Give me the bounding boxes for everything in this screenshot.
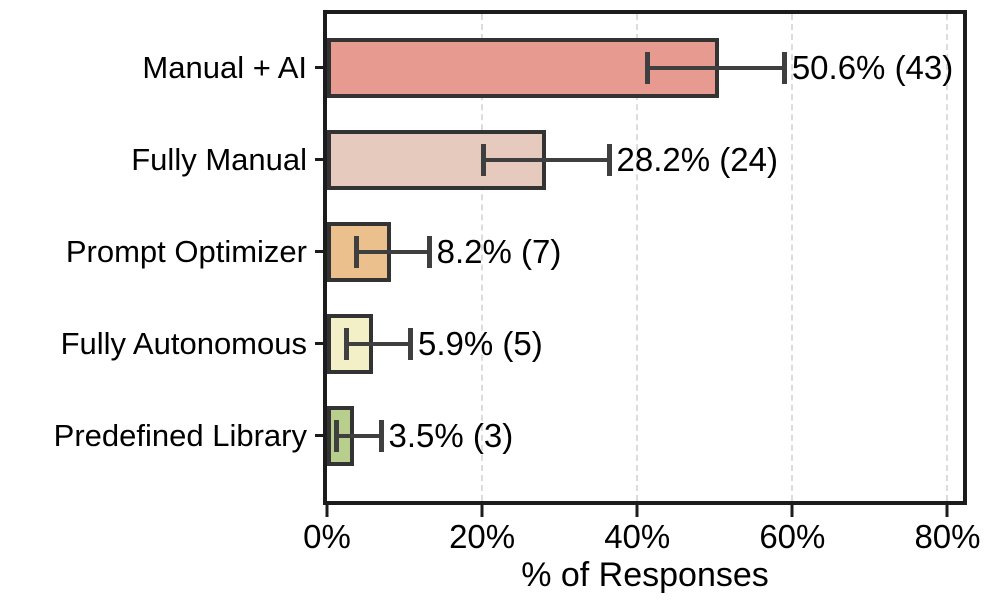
gridline-20 bbox=[481, 14, 484, 501]
error-cap-low bbox=[645, 52, 651, 84]
error-bar bbox=[335, 434, 381, 438]
error-cap-low bbox=[333, 420, 339, 452]
y-tick bbox=[315, 158, 323, 161]
x-axis-title: % of Responses bbox=[521, 556, 769, 594]
value-label: 8.2% (7) bbox=[436, 233, 562, 270]
bar-row: 3.5% (3) bbox=[327, 390, 963, 482]
plot-area: 50.6% (43) 28.2% (24) 8.2% (7) 5.9% (5) 3.5%… bbox=[323, 10, 967, 505]
y-axis-ticks bbox=[315, 14, 323, 482]
y-tick-row bbox=[315, 390, 323, 482]
error-cap-high bbox=[606, 144, 612, 176]
x-tick bbox=[635, 505, 639, 517]
y-tick-row bbox=[315, 206, 323, 298]
category-label: Predefined Library bbox=[53, 418, 307, 453]
y-axis-labels: Manual + AI Fully Manual Prompt Optimizer F… bbox=[0, 14, 307, 482]
error-bar bbox=[346, 342, 410, 346]
error-cap-low bbox=[480, 144, 486, 176]
error-cap-low bbox=[344, 328, 350, 360]
y-tick bbox=[315, 66, 323, 69]
error-cap-high bbox=[781, 52, 787, 84]
error-cap-high bbox=[426, 236, 432, 268]
gridline-60 bbox=[791, 14, 794, 501]
category-label: Fully Autonomous bbox=[60, 326, 307, 361]
x-axis: 0% 20% 40% 60% 80% bbox=[303, 505, 981, 565]
value-label: 28.2% (24) bbox=[616, 141, 778, 178]
x-tick bbox=[480, 505, 484, 517]
x-tick-label: 0% bbox=[303, 518, 351, 555]
x-tick-label: 80% bbox=[914, 518, 981, 555]
x-tick bbox=[945, 505, 949, 517]
error-bar bbox=[482, 158, 609, 162]
y-tick bbox=[315, 342, 323, 345]
error-bar bbox=[355, 250, 429, 254]
y-tick-row bbox=[315, 298, 323, 390]
x-tick bbox=[325, 505, 329, 517]
value-label: 50.6% (43) bbox=[791, 49, 954, 86]
x-tick-label: 40% bbox=[604, 518, 671, 555]
category-label: Manual + AI bbox=[142, 50, 307, 85]
y-tick-row bbox=[315, 114, 323, 206]
error-cap-low bbox=[353, 236, 359, 268]
bar-row: 5.9% (5) bbox=[327, 298, 963, 390]
y-tick-row bbox=[315, 22, 323, 114]
x-tick bbox=[790, 505, 794, 517]
error-cap-high bbox=[378, 420, 384, 452]
bar-row: 8.2% (7) bbox=[327, 206, 963, 298]
bar-row: 50.6% (43) bbox=[327, 22, 963, 114]
value-label: 3.5% (3) bbox=[388, 417, 514, 454]
gridline-80 bbox=[946, 14, 949, 501]
x-tick-label: 60% bbox=[759, 518, 826, 555]
bar-row: 28.2% (24) bbox=[327, 114, 963, 206]
error-bar bbox=[647, 66, 784, 70]
gridline-40 bbox=[636, 14, 639, 501]
y-tick bbox=[315, 434, 323, 437]
category-label: Prompt Optimizer bbox=[65, 234, 307, 269]
y-tick bbox=[315, 250, 323, 253]
category-label: Fully Manual bbox=[131, 142, 307, 177]
value-label: 5.9% (5) bbox=[417, 325, 543, 362]
x-tick-label: 20% bbox=[449, 518, 516, 555]
error-cap-high bbox=[407, 328, 413, 360]
